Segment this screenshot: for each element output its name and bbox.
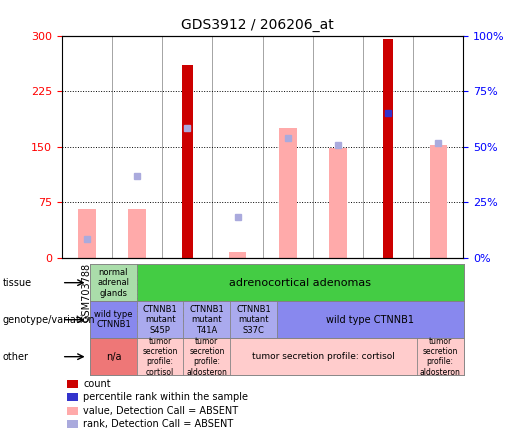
Text: other: other [3, 352, 28, 362]
Bar [128, 210, 146, 258]
Text: rank, Detection Call = ABSENT: rank, Detection Call = ABSENT [83, 419, 234, 429]
Text: CTNNB1
mutant
S37C: CTNNB1 mutant S37C [236, 305, 271, 335]
Bar [279, 128, 297, 258]
Text: count: count [83, 379, 111, 389]
Text: value, Detection Call = ABSENT: value, Detection Call = ABSENT [83, 406, 238, 416]
Bar [383, 39, 393, 258]
Text: CTNNB1
mutant
S45P: CTNNB1 mutant S45P [143, 305, 178, 335]
Text: percentile rank within the sample: percentile rank within the sample [83, 392, 248, 402]
Text: genotype/variation: genotype/variation [3, 315, 95, 325]
Text: n/a: n/a [106, 352, 121, 362]
Text: GDS3912 / 206206_at: GDS3912 / 206206_at [181, 18, 334, 32]
Text: wild type
CTNNB1: wild type CTNNB1 [94, 310, 133, 329]
Text: tissue: tissue [3, 278, 32, 288]
Text: tumor
secretion
profile:
aldosteron: tumor secretion profile: aldosteron [420, 337, 460, 377]
Bar [78, 210, 96, 258]
Text: tumor secretion profile: cortisol: tumor secretion profile: cortisol [252, 352, 395, 361]
Text: tumor
secretion
profile:
aldosteron: tumor secretion profile: aldosteron [186, 337, 227, 377]
Bar [182, 65, 193, 258]
Bar [430, 145, 447, 258]
Text: tumor
secretion
profile:
cortisol: tumor secretion profile: cortisol [143, 337, 178, 377]
Bar [329, 148, 347, 258]
Bar [229, 252, 246, 258]
Text: CTNNB1
mutant
T41A: CTNNB1 mutant T41A [190, 305, 224, 335]
Text: wild type CTNNB1: wild type CTNNB1 [326, 315, 414, 325]
Text: adrenocortical adenomas: adrenocortical adenomas [229, 278, 371, 288]
Text: normal
adrenal
glands: normal adrenal glands [97, 268, 129, 297]
